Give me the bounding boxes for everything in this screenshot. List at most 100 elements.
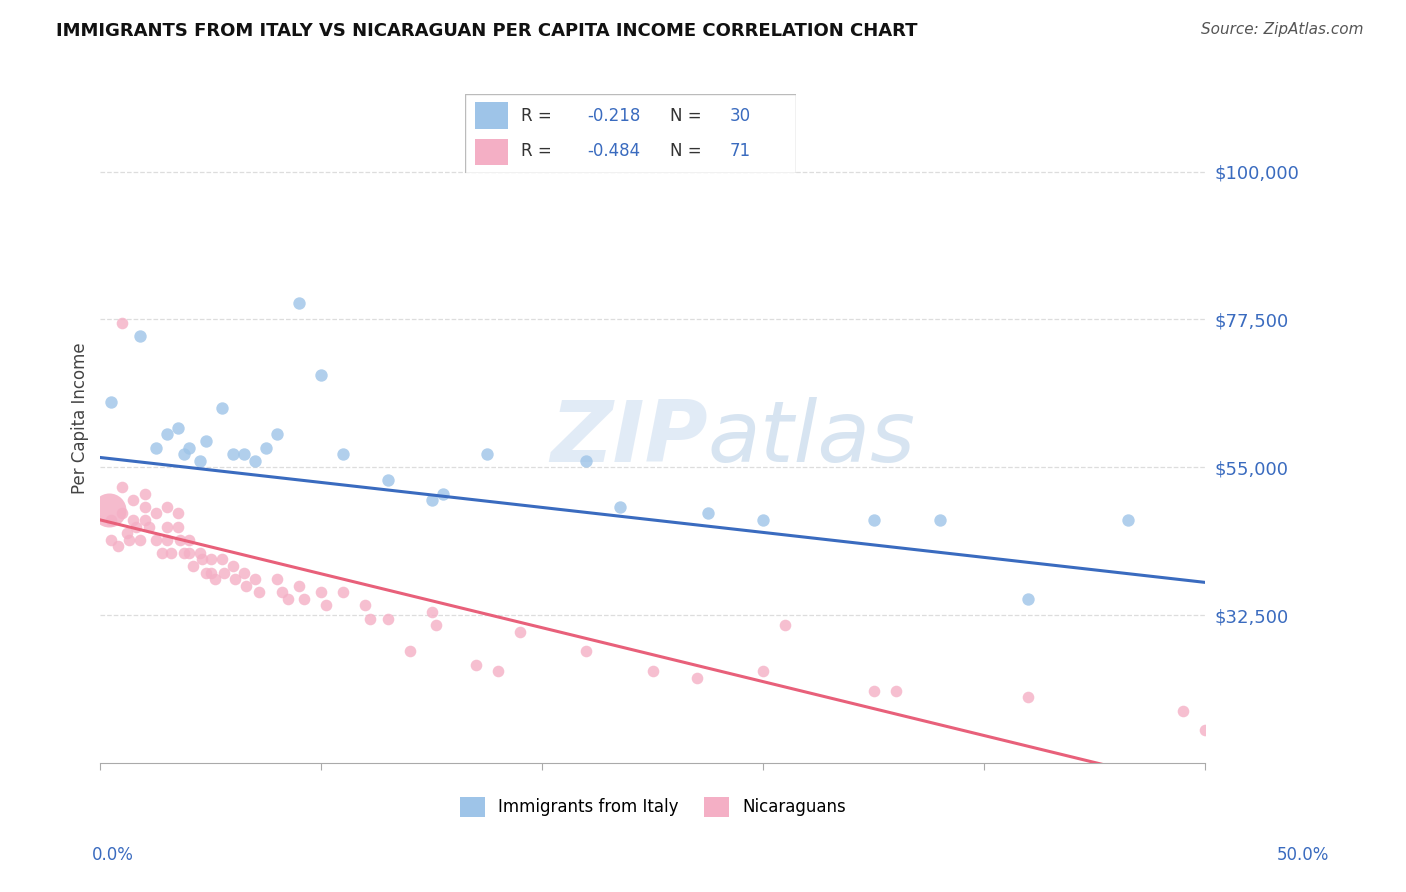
Point [211, 401, 233, 416]
Point [862, 513, 884, 527]
Point [288, 296, 311, 310]
Point [575, 454, 598, 468]
Point [475, 447, 498, 461]
Point [398, 644, 420, 658]
Point [169, 533, 191, 547]
Point [359, 611, 381, 625]
Point [315, 599, 337, 613]
Point [177, 546, 200, 560]
Point [156, 519, 179, 533]
Text: IMMIGRANTS FROM ITALY VS NICARAGUAN PER CAPITA INCOME CORRELATION CHART: IMMIGRANTS FROM ITALY VS NICARAGUAN PER … [56, 22, 918, 40]
Point [111, 316, 134, 330]
Point [181, 558, 204, 573]
Point [166, 421, 188, 435]
Point [233, 566, 256, 580]
Point [884, 683, 907, 698]
Text: Source: ZipAtlas.com: Source: ZipAtlas.com [1201, 22, 1364, 37]
Point [1017, 591, 1039, 606]
Point [195, 434, 218, 448]
Point [150, 546, 173, 560]
Point [177, 533, 200, 547]
Point [752, 664, 775, 678]
Point [134, 500, 156, 514]
Point [432, 486, 454, 500]
Point [266, 427, 288, 442]
Point [204, 572, 226, 586]
Point [420, 493, 443, 508]
Point [270, 585, 292, 599]
Point [145, 507, 167, 521]
Text: ZIP: ZIP [550, 397, 707, 480]
Point [332, 585, 354, 599]
Point [266, 572, 288, 586]
Point [160, 546, 183, 560]
Text: 50.0%: 50.0% [1277, 846, 1329, 863]
Point [243, 454, 266, 468]
Point [200, 566, 222, 580]
Point [115, 526, 138, 541]
Point [575, 644, 598, 658]
Point [111, 480, 134, 494]
Point [465, 657, 488, 672]
Point [377, 611, 399, 625]
Point [111, 507, 134, 521]
Point [156, 533, 179, 547]
Point [211, 552, 233, 566]
Point [862, 683, 884, 698]
Point [609, 500, 631, 514]
Point [145, 533, 167, 547]
Point [107, 539, 129, 553]
Point [249, 585, 271, 599]
Point [212, 566, 235, 580]
Y-axis label: Per Capita Income: Per Capita Income [72, 343, 89, 494]
Point [200, 552, 222, 566]
Point [254, 441, 277, 455]
Point [509, 624, 531, 639]
Point [686, 671, 709, 685]
Point [425, 618, 447, 632]
Point [100, 394, 122, 409]
Point [311, 585, 333, 599]
Point [1116, 513, 1139, 527]
Point [288, 579, 311, 593]
Point [118, 533, 141, 547]
Point [235, 579, 257, 593]
Point [129, 329, 152, 343]
Point [1171, 704, 1194, 718]
Point [191, 552, 214, 566]
Point [122, 493, 145, 508]
Point [188, 546, 211, 560]
Point [156, 500, 179, 514]
Point [752, 513, 775, 527]
Point [354, 599, 377, 613]
Point [928, 513, 950, 527]
Point [277, 591, 299, 606]
Point [156, 427, 179, 442]
Point [173, 546, 195, 560]
Point [1194, 723, 1216, 738]
Point [486, 664, 509, 678]
Point [311, 368, 333, 383]
Point [134, 513, 156, 527]
Point [134, 486, 156, 500]
Legend: Immigrants from Italy, Nicaraguans: Immigrants from Italy, Nicaraguans [453, 790, 852, 824]
Point [641, 664, 664, 678]
Point [696, 507, 718, 521]
Point [773, 618, 796, 632]
Point [98, 503, 121, 517]
Point [292, 591, 315, 606]
Point [166, 519, 188, 533]
Point [233, 447, 256, 461]
Text: atlas: atlas [707, 397, 915, 480]
Point [420, 605, 443, 619]
Point [222, 447, 245, 461]
Text: 0.0%: 0.0% [91, 846, 134, 863]
Point [243, 572, 266, 586]
Point [145, 441, 167, 455]
Point [188, 454, 211, 468]
Point [1017, 690, 1039, 705]
Point [129, 533, 152, 547]
Point [177, 441, 200, 455]
Point [166, 507, 188, 521]
Point [100, 533, 122, 547]
